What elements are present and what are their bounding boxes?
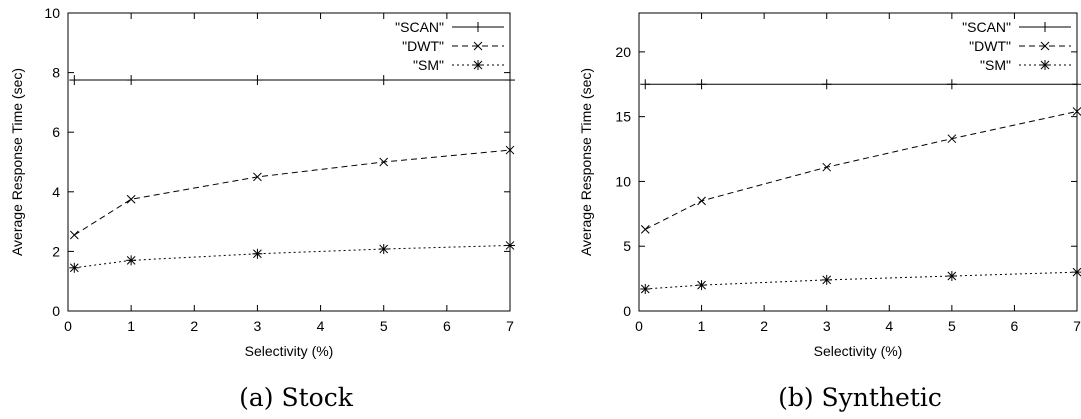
chart-panel-1: 0 1 2 3 4 5 6 7 0 2 4 6 8 10 Selectivity (%) Average Re… [9, 5, 515, 412]
series-line [645, 110, 1078, 230]
x-tick-label: 1 [698, 318, 706, 334]
data-point [252, 248, 263, 259]
x-tick-label: 2 [190, 318, 198, 334]
data-point [1072, 107, 1081, 116]
x-tick-label: 5 [380, 318, 388, 334]
chart-panel-2: 0 1 2 3 4 5 6 7 0 5 10 15 20 Selectivity (%) Average R… [578, 12, 1081, 412]
x-tick-label: 4 [885, 318, 893, 334]
data-point [378, 244, 389, 255]
x-tick-label: 5 [948, 318, 956, 334]
x-tick-label: 7 [506, 318, 514, 334]
y-tick-label: 20 [615, 44, 631, 60]
data-point [697, 196, 706, 206]
data-point [946, 271, 957, 282]
data-point [69, 75, 80, 86]
x-tick-label: 7 [1073, 318, 1081, 334]
x-tick-label: 3 [823, 318, 831, 334]
x-tick-label: 3 [254, 318, 262, 334]
data-point [126, 75, 137, 86]
data-point [378, 75, 389, 86]
legend-label: "DWT" [402, 38, 444, 54]
y-tick-label: 0 [623, 303, 631, 319]
x-axis-label: Selectivity (%) [245, 343, 334, 359]
series-x [640, 107, 1081, 234]
legend-marker [1040, 22, 1050, 32]
data-point [126, 194, 136, 204]
series-x [69, 145, 515, 240]
data-point [1072, 267, 1081, 278]
data-point [126, 255, 137, 266]
chart-caption: (a) Stock [239, 383, 354, 412]
data-point [505, 145, 515, 155]
y-tick-label: 8 [52, 65, 60, 81]
data-point [696, 280, 707, 291]
plot-frame [638, 12, 1078, 312]
data-point [69, 262, 80, 273]
y-tick-label: 10 [615, 173, 631, 189]
data-point [505, 240, 515, 251]
data-point [1072, 79, 1081, 90]
data-point [696, 79, 707, 90]
series-line [74, 244, 511, 269]
legend-marker [473, 22, 483, 32]
y-tick-label: 5 [623, 238, 631, 254]
y-axis-label: Average Response Time (sec) [578, 68, 594, 256]
legend-marker [1040, 60, 1050, 70]
series-line [645, 271, 1078, 290]
data-point [821, 274, 832, 285]
x-tick-label: 1 [127, 318, 135, 334]
plot-frame [67, 12, 511, 312]
data-point [379, 157, 389, 167]
x-tick-label: 6 [1011, 318, 1019, 334]
x-tick-label: 6 [443, 318, 451, 334]
y-tick-label: 4 [52, 184, 60, 200]
legend-label: "SM" [980, 57, 1011, 73]
data-point [822, 162, 832, 172]
x-axis-label: Selectivity (%) [814, 343, 903, 359]
y-tick-label: 6 [52, 124, 60, 140]
legend-marker [1040, 41, 1050, 51]
x-tick-label: 2 [760, 318, 768, 334]
series-plus [640, 79, 1081, 90]
x-tick-label: 4 [317, 318, 325, 334]
legend-label: "SM" [413, 57, 444, 73]
y-axis-label: Average Response Time (sec) [9, 68, 25, 256]
series-star [69, 240, 515, 273]
data-point [252, 75, 263, 86]
legend-marker [473, 60, 483, 70]
data-point [640, 79, 651, 90]
x-tick-label: 0 [635, 318, 643, 334]
legend: "SCAN" "DWT" "SM" [962, 19, 1071, 73]
data-point [947, 134, 957, 144]
legend: "SCAN" "DWT" "SM" [395, 19, 504, 73]
data-point [69, 230, 79, 240]
y-tick-label: 2 [52, 243, 60, 259]
data-point [640, 225, 650, 234]
y-tick-label: 0 [52, 303, 60, 319]
legend-label: "DWT" [969, 38, 1011, 54]
series-star [640, 267, 1081, 294]
x-tick-label: 0 [64, 318, 72, 334]
data-point [946, 79, 957, 90]
data-point [505, 75, 515, 86]
legend-label: "SCAN" [395, 19, 444, 35]
series-line [74, 149, 511, 236]
data-point [253, 172, 262, 182]
y-tick-label: 15 [615, 109, 631, 125]
series-plus [69, 75, 515, 86]
y-tick-label: 10 [44, 5, 60, 21]
legend-marker [473, 41, 483, 51]
chart-caption: (b) Synthetic [778, 383, 942, 412]
data-point [821, 79, 832, 90]
data-point [640, 283, 651, 294]
legend-label: "SCAN" [962, 19, 1011, 35]
